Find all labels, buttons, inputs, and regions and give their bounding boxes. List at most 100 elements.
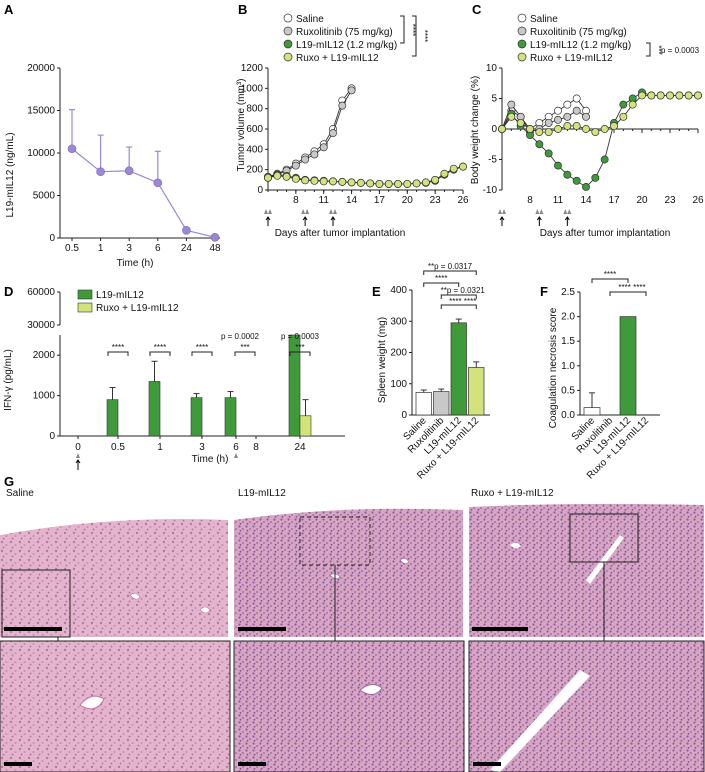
c-ytick-label: 5 xyxy=(491,94,497,105)
b-ytick-label: 600 xyxy=(246,124,263,135)
b-sig-label: **** xyxy=(408,24,417,36)
g-title-combo: Ruxo + L19-mIL12 xyxy=(471,488,554,499)
d-xtick-label: 0.5 xyxy=(111,442,125,453)
c-data-point xyxy=(544,128,553,136)
b-ytick-label: 400 xyxy=(246,144,263,155)
c-data-point xyxy=(544,149,553,158)
b-data-point xyxy=(412,179,421,188)
d-sig-bracket xyxy=(191,351,213,356)
c-xlabel: Days after tumor implantation xyxy=(540,228,671,239)
d-dose-triangle-icon xyxy=(76,453,80,458)
c-data-point xyxy=(554,161,562,170)
panel-d-chart: IFN-γ (pg/mL) Time (h) L19-mIL12 Ruxo + L… xyxy=(3,287,345,470)
b-series-line xyxy=(267,90,352,179)
f-bar xyxy=(619,316,637,416)
a-data-point xyxy=(96,167,105,176)
b-sig-bracket xyxy=(400,15,405,44)
b-ytick-label: 200 xyxy=(246,165,263,176)
d-ytick-label: 0 xyxy=(49,431,55,442)
e-sig-bracket xyxy=(423,270,477,275)
g-overview-l19 xyxy=(234,508,463,637)
g-vessel-4 xyxy=(399,558,410,564)
b-dose-arrow-icon xyxy=(330,216,336,226)
g-inset-box-saline xyxy=(1,569,71,638)
b-legend-label: Ruxolitinib (75 mg/kg) xyxy=(296,27,393,38)
b-xtick-label: 20 xyxy=(402,195,414,206)
b-data-point xyxy=(319,177,328,186)
d-sig-bracket xyxy=(149,351,171,356)
b-legend-label: L19-mIL12 (1.2 mg/kg) xyxy=(296,40,397,51)
b-data-point xyxy=(264,173,272,182)
d-sig-label: *** xyxy=(240,343,249,352)
c-dose-triangle-icon xyxy=(535,209,544,214)
c-data-point xyxy=(675,91,684,100)
panel-g-histology: Saline L19-mIL12 Ruxo + L19-mIL12 xyxy=(0,488,705,772)
d-xtick-label: 3 xyxy=(199,442,205,453)
c-legend-label: Saline xyxy=(530,14,558,25)
c-data-point xyxy=(666,91,674,100)
g-zoom-vessel-3 xyxy=(490,670,590,772)
c-legend-label: L19-mIL12 (1.2 mg/kg) xyxy=(530,40,631,51)
f-sig-label: **** xyxy=(604,270,616,279)
c-data-point xyxy=(507,112,516,121)
c-sig-label: p = 0.0003 xyxy=(661,46,700,55)
d-ytick-label: 30000 xyxy=(27,320,55,331)
c-ytick-label: 10 xyxy=(486,63,498,74)
d-bar xyxy=(190,397,203,437)
panel-f-chart: Coagulation necrosis score 0.0 0.5 1.0 1.5 2… xyxy=(548,270,660,482)
c-legend-label: Ruxo + L19-mIL12 xyxy=(530,53,613,64)
d-ytick-label: 2000 xyxy=(33,350,56,361)
g-vessel-1 xyxy=(129,593,141,600)
b-data-point xyxy=(310,150,319,159)
e-ytick-label: 200 xyxy=(390,348,407,359)
c-data-point xyxy=(591,173,600,182)
c-dose-arrow-icon xyxy=(499,216,505,226)
f-ylabel: Coagulation necrosis score xyxy=(548,307,559,428)
b-data-point xyxy=(459,162,467,171)
c-data-point xyxy=(535,140,544,149)
d-xtick-label: 0 xyxy=(75,442,81,453)
b-data-point xyxy=(319,143,328,152)
g-scalebar-2 xyxy=(238,627,286,631)
b-data-point xyxy=(347,86,356,95)
e-sig-label: **** xyxy=(435,274,447,283)
b-data-point xyxy=(384,179,393,188)
d-bar xyxy=(106,399,119,437)
c-data-point xyxy=(619,112,628,121)
d-xtick-label: 8 xyxy=(253,442,259,453)
c-dose-triangle-icon xyxy=(498,209,506,214)
a-ylabel: L19-mIL12 (ng/mL) xyxy=(5,132,16,217)
a-ytick-label: 10000 xyxy=(27,148,55,159)
a-data-point xyxy=(182,226,191,235)
g-scalebar-1 xyxy=(4,627,62,631)
c-data-point xyxy=(563,100,572,109)
c-dose-arrow-icon xyxy=(564,216,570,226)
c-data-point xyxy=(600,155,609,164)
c-ytick-label: -5 xyxy=(488,155,497,166)
c-data-point xyxy=(582,125,590,133)
b-legend-marker xyxy=(283,52,293,62)
d-p-label: p = 0.0002 xyxy=(221,332,260,341)
b-data-point xyxy=(431,175,440,184)
b-data-point xyxy=(282,172,291,181)
c-data-point xyxy=(535,128,544,136)
b-data-point xyxy=(301,155,310,164)
a-xtick-label: 6 xyxy=(155,243,161,254)
d-sig-bracket xyxy=(234,351,256,356)
c-xtick-label: 14 xyxy=(580,195,592,206)
c-data-point xyxy=(694,91,702,100)
b-xtick-label: 26 xyxy=(457,195,469,206)
b-data-point xyxy=(301,176,310,185)
a-ytick-label: 0 xyxy=(49,233,55,244)
d-xtick-label: 1 xyxy=(157,442,163,453)
c-data-point xyxy=(582,112,590,121)
a-xtick-label: 0.5 xyxy=(65,243,79,254)
f-ytick-label: 2.0 xyxy=(561,312,575,323)
f-bar xyxy=(583,407,601,416)
d-bar xyxy=(299,415,312,437)
d-ytick-label: 60000 xyxy=(27,287,55,298)
c-data-point xyxy=(572,106,581,115)
g-zoom-vessel-1 xyxy=(79,695,105,710)
b-data-point xyxy=(375,179,384,188)
c-data-point xyxy=(563,112,572,121)
